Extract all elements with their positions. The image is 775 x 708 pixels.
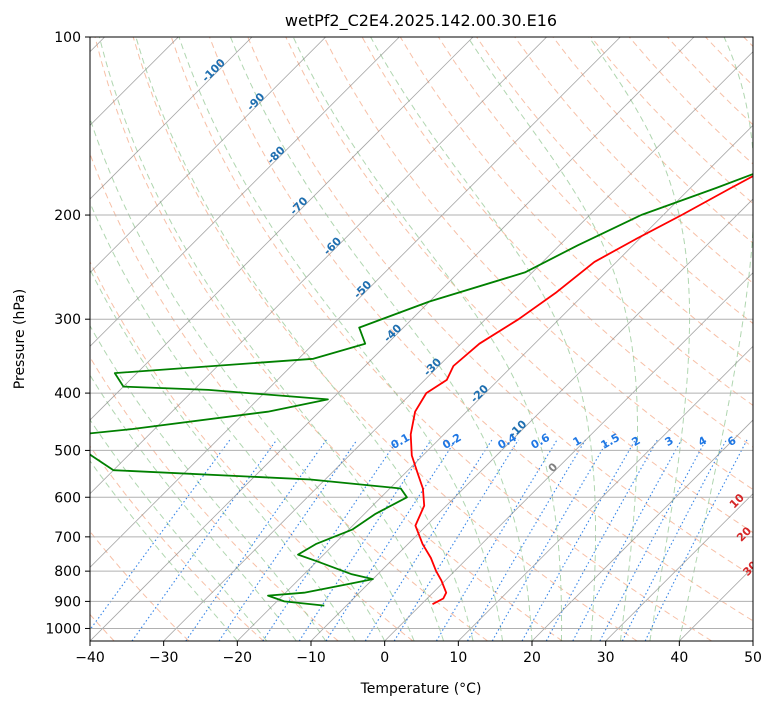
y-tick-label: 700 [54,530,81,546]
dry-adiabats [90,37,753,641]
moist-adiabat-line [588,37,691,641]
moist-adiabat-line [292,37,563,641]
mixing-ratio-line [491,439,609,641]
dry-adiabat-line [90,260,414,641]
isotherm-line [310,198,753,641]
moist-adiabat-line [230,37,533,641]
dry-adiabat-line [90,356,339,641]
isotherm-line [90,37,547,495]
isotherms [90,37,753,641]
mixing-ratio-line [90,439,231,631]
moist-adiabat-line [467,37,638,641]
isotherm-line [90,37,474,421]
dry-adiabat-line [323,37,753,491]
y-axis: 100 200 300 400 500 600 700 800 900 1000 [45,30,90,637]
plot-frame [89,36,754,642]
mixing-ratio-line [644,439,748,641]
moist-adiabat-line [90,117,415,641]
temperature-profile-line [409,175,753,605]
isotherm-line [90,37,621,568]
mixing-ratio-line [325,439,457,641]
x-tick-label: −20 [223,650,253,666]
y-axis-title: Pressure (hPa) [12,289,28,389]
y-tick-label: 800 [54,564,81,580]
isotherm-line [163,51,753,641]
x-axis-title: Temperature (°C) [360,681,482,697]
x-axis: −40 −30 −20 −10 0 10 20 30 40 50 [75,641,762,666]
moist-adiabat-line [178,37,503,641]
moist-adiabats [90,37,753,641]
mixing-ratio-line [435,439,558,641]
theta-label: 20 [734,524,754,544]
moist-adiabat-line [98,37,445,641]
isotherm-line [90,37,326,274]
y-tick-label: 500 [54,443,81,459]
x-tick-label: −10 [296,650,326,666]
moist-adiabat-line [90,324,327,641]
y-tick-label: 600 [54,490,81,506]
isotherm-line [458,345,753,641]
moist-adiabat-line [90,418,268,641]
dewpoint-profile-line [90,173,753,607]
x-tick-label: 0 [380,650,389,666]
moist-adiabat-line [90,268,356,641]
mixing-ratio-line [298,439,432,641]
y-tick-label: 300 [54,312,81,328]
y-tick-label: 900 [54,594,81,610]
moist-adiabat-line [370,37,596,641]
isotherm-line [605,493,753,641]
y-tick-label: 200 [54,208,81,224]
y-tick-label: 100 [54,30,81,46]
isotherm-line [90,37,253,200]
isotherm-line [237,124,753,641]
dry-adiabat-line [132,37,638,641]
moist-adiabat-line [678,37,753,641]
chart-title: wetPf2_C2E4.2025.142.00.30.E16 [285,11,557,31]
mixing-ratio-line [218,439,358,641]
dry-adiabat-line [94,37,563,641]
mixing-ratio-line [364,439,493,641]
moist-adiabat-line [90,201,386,641]
moist-adiabat-line [135,37,474,641]
dry-adiabat-line [476,37,753,325]
mixing-ratio-line [467,439,586,641]
mixing-ratio-line [185,439,327,641]
mixing-ratio-lines [90,439,748,641]
moist-adiabat-line [90,374,297,641]
x-tick-label: 20 [523,650,541,666]
mixing-ratio-line [521,439,636,641]
y-tick-label: 1000 [45,621,81,637]
plot-area: 0.10.20.40.611.52346810131620253036-100-… [90,37,754,641]
dry-adiabat-line [209,37,753,622]
x-tick-label: 10 [449,650,467,666]
mixing-ratio-line [545,439,658,641]
mixing-ratio-line [262,439,399,641]
dry-adiabat-line [170,37,712,641]
isotherm-line [531,419,753,641]
x-tick-label: −30 [149,650,179,666]
x-tick-label: 30 [597,650,615,666]
dry-adiabat-line [514,37,753,284]
isotherm-line [90,37,400,347]
dry-adiabat-line [90,445,264,641]
isotherm-line [384,272,753,641]
moist-adiabat-line [90,460,238,641]
y-tick-label: 400 [54,386,81,402]
dry-adiabat-line [285,37,753,534]
x-tick-label: −40 [75,650,105,666]
isotherm-line [90,37,695,641]
x-tick-label: 50 [744,650,762,666]
profile-series [90,173,753,607]
dry-adiabat-line [247,37,753,577]
x-tick-label: 40 [670,650,688,666]
